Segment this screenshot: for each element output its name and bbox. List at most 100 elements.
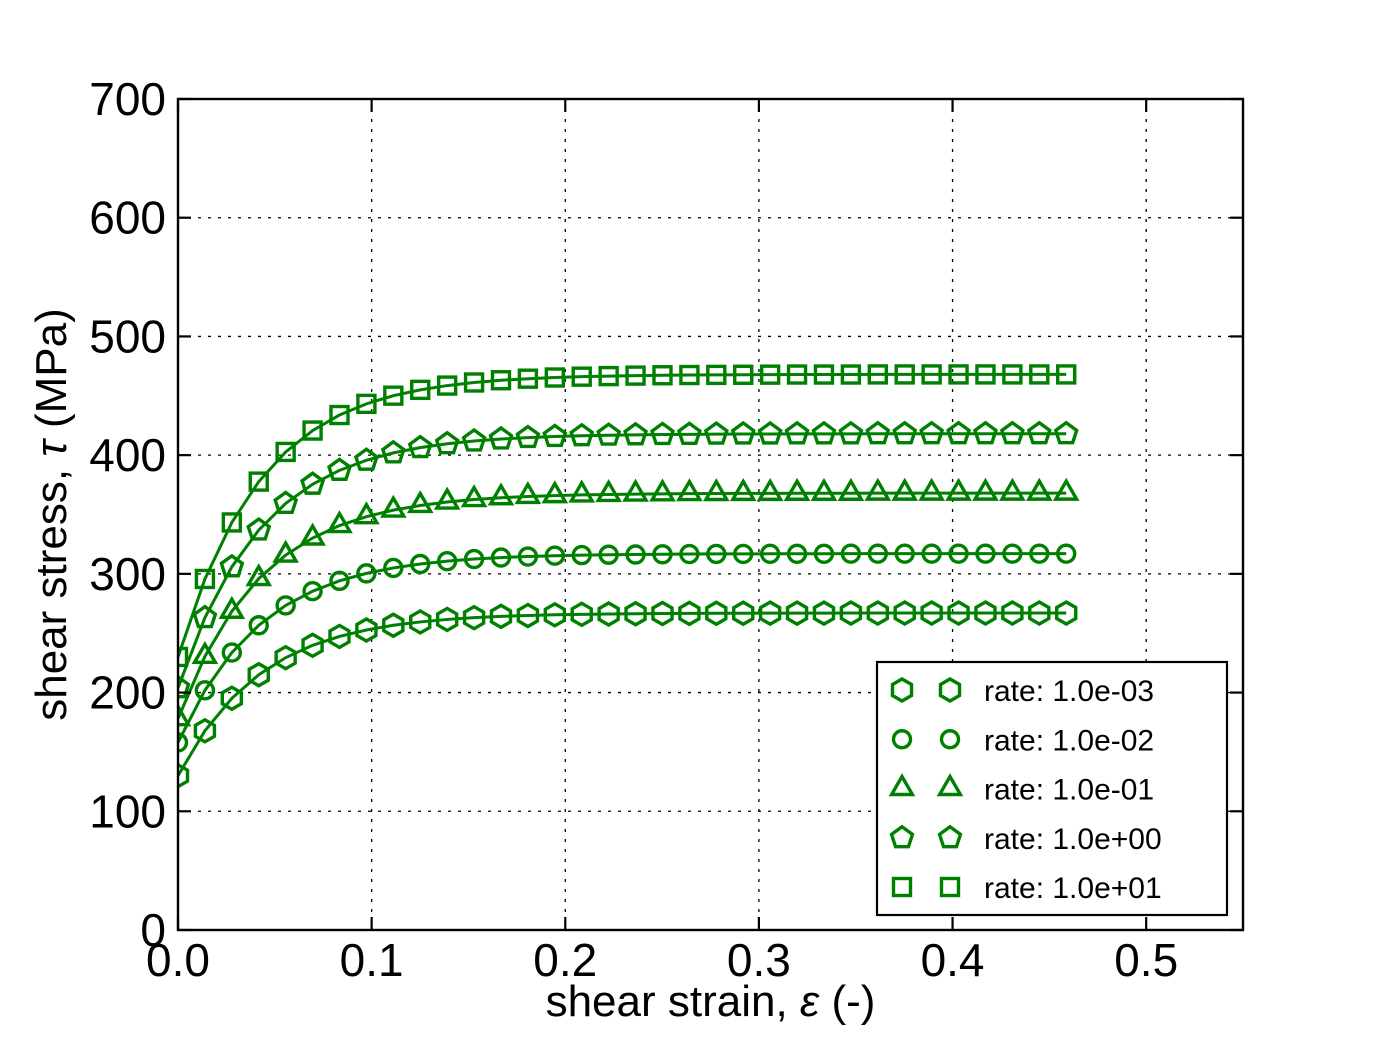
data-point-marker-circle <box>891 729 913 750</box>
data-point-marker-hexagon <box>462 604 486 631</box>
data-point-marker-pentagon <box>542 423 568 448</box>
data-point-marker-hexagon <box>570 601 593 628</box>
data-point-marker-circle <box>867 543 889 564</box>
data-point-marker-triangle <box>406 490 434 514</box>
data-point-marker-triangle <box>729 477 757 502</box>
data-point-marker-triangle <box>299 522 326 546</box>
legend-entry: rate: 1.0e+01 <box>891 872 1162 905</box>
data-point-marker-square <box>302 420 323 441</box>
data-point-marker-triangle <box>972 477 999 501</box>
data-point-marker-triangle <box>460 484 488 508</box>
data-point-marker-triangle <box>272 539 299 563</box>
data-point-marker-pentagon <box>178 674 191 699</box>
data-point-marker-pentagon <box>246 516 272 541</box>
data-point-marker-hexagon <box>382 612 405 639</box>
data-point-marker-square <box>194 568 216 590</box>
data-point-marker-square <box>867 364 889 385</box>
data-point-marker-hexagon <box>938 677 962 703</box>
data-point-marker-square <box>410 379 431 401</box>
data-point-marker-circle <box>1002 543 1023 564</box>
data-point-marker-circle <box>383 557 404 579</box>
data-point-marker-triangle <box>756 477 784 502</box>
data-point-marker-triangle <box>888 773 916 797</box>
data-point-marker-hexagon <box>732 600 755 627</box>
data-point-marker-triangle <box>649 478 676 502</box>
y-tick-label: 600 <box>89 192 166 244</box>
curve-line <box>178 372 1067 658</box>
data-point-marker-circle <box>356 563 377 584</box>
y-tick-label: 400 <box>89 429 166 481</box>
data-point-marker-circle <box>410 553 431 575</box>
data-point-marker-hexagon <box>328 623 351 650</box>
data-point-marker-hexagon <box>301 632 324 659</box>
data-point-marker-hexagon <box>543 601 567 628</box>
legend: rate: 1.0e-03 rate: 1.0e-02 rate: 1.0e-01 r… <box>875 660 1229 917</box>
data-point-marker-square <box>625 365 646 386</box>
data-point-marker-hexagon <box>785 600 809 627</box>
data-point-marker-hexagon <box>758 600 782 627</box>
data-point-marker-circle <box>544 545 566 566</box>
data-point-marker-circle <box>921 543 942 564</box>
legend-label: rate: 1.0e-01 <box>984 774 1154 807</box>
data-point-marker-triangle <box>514 481 542 505</box>
data-point-marker-pentagon <box>273 490 299 515</box>
data-point-marker-square <box>891 876 913 898</box>
data-point-marker-pentagon <box>811 420 837 445</box>
data-point-marker-square <box>490 370 512 391</box>
data-point-marker-pentagon <box>219 553 245 578</box>
data-point-marker-triangle <box>891 477 919 501</box>
data-point-marker-hexagon <box>866 600 890 626</box>
data-point-marker-pentagon <box>623 421 649 446</box>
x-tick-label: 0.4 <box>921 934 985 986</box>
legend-label: rate: 1.0e+01 <box>984 872 1162 905</box>
data-point-marker-pentagon <box>973 420 998 445</box>
data-point-marker-circle <box>463 548 485 570</box>
data-point-marker-triangle <box>595 479 622 503</box>
data-point-marker-hexagon <box>193 717 217 744</box>
data-point-marker-triangle <box>999 477 1026 501</box>
data-point-marker-triangle <box>810 477 838 501</box>
y-tick-label: 300 <box>89 548 166 600</box>
data-point-marker-circle <box>786 543 808 564</box>
data-point-marker-hexagon <box>516 602 540 629</box>
data-point-marker-triangle <box>676 478 703 502</box>
data-point-marker-triangle <box>353 501 380 525</box>
legend-entry: rate: 1.0e-02 <box>891 724 1154 757</box>
plot-spines <box>176 97 1245 932</box>
data-point-marker-triangle <box>1025 477 1053 501</box>
y-tick-label: 700 <box>89 73 166 125</box>
data-point-marker-triangle <box>218 595 246 619</box>
data-point-marker-triangle <box>837 477 865 501</box>
data-point-marker-hexagon <box>947 600 970 626</box>
data-point-marker-hexagon <box>920 600 943 626</box>
data-point-marker-triangle <box>568 479 596 503</box>
x-axis-label: shear strain, ε (-) <box>546 977 876 1026</box>
data-point-marker-pentagon <box>300 471 326 495</box>
data-point-marker-square <box>1056 364 1077 385</box>
legend-entry: rate: 1.0e-01 <box>888 773 1154 807</box>
data-point-marker-circle <box>1056 543 1077 564</box>
data-point-marker-square <box>733 364 754 385</box>
data-point-marker-pentagon <box>838 420 864 445</box>
data-point-marker-triangle <box>702 478 730 502</box>
data-point-marker-circle <box>329 570 350 592</box>
data-point-marker-square <box>921 364 942 385</box>
data-point-marker-triangle <box>541 480 569 504</box>
x-tick-label: 0.0 <box>146 934 210 986</box>
data-point-marker-pentagon <box>569 422 595 447</box>
data-point-marker-pentagon <box>757 420 783 445</box>
data-point-marker-circle <box>939 729 961 750</box>
series-square <box>178 364 1077 668</box>
data-point-marker-circle <box>571 544 592 566</box>
data-point-marker-pentagon <box>650 421 675 446</box>
data-point-marker-square <box>463 372 485 393</box>
data-point-marker-circle <box>490 547 512 568</box>
data-point-marker-triangle <box>945 477 972 501</box>
data-point-marker-square <box>759 364 781 385</box>
data-point-marker-hexagon <box>220 685 244 712</box>
data-point-marker-circle <box>813 543 835 564</box>
data-point-marker-hexagon <box>624 600 647 627</box>
data-point-marker-square <box>248 471 269 492</box>
tick-marks <box>176 97 1243 932</box>
data-point-marker-circle <box>1029 543 1050 564</box>
